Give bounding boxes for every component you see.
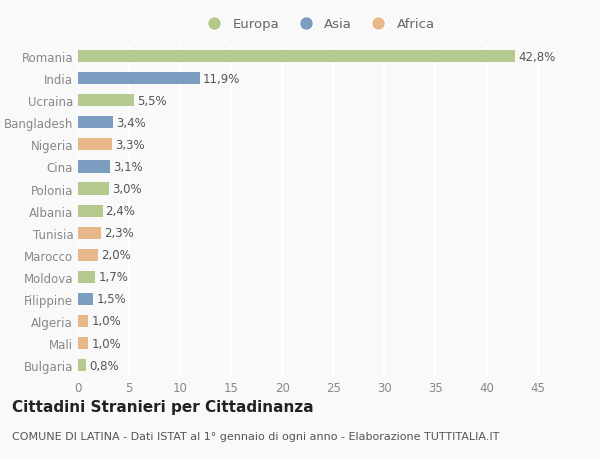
Bar: [78, 293, 94, 305]
Bar: [78, 117, 113, 129]
Bar: [78, 227, 101, 239]
Bar: [78, 359, 86, 371]
Text: 1,7%: 1,7%: [98, 271, 128, 284]
Bar: [78, 249, 98, 261]
Text: 1,0%: 1,0%: [91, 337, 121, 350]
Text: 5,5%: 5,5%: [137, 95, 167, 107]
Text: 1,5%: 1,5%: [97, 293, 126, 306]
Text: 2,0%: 2,0%: [101, 249, 131, 262]
Text: 42,8%: 42,8%: [518, 50, 556, 63]
Text: 3,3%: 3,3%: [115, 139, 145, 151]
Bar: [78, 95, 134, 107]
Bar: [78, 271, 95, 283]
Text: 1,0%: 1,0%: [91, 315, 121, 328]
Text: 2,4%: 2,4%: [106, 205, 136, 218]
Bar: [78, 161, 110, 173]
Bar: [78, 139, 112, 151]
Text: Cittadini Stranieri per Cittadinanza: Cittadini Stranieri per Cittadinanza: [12, 399, 314, 414]
Bar: [78, 337, 88, 349]
Text: 3,0%: 3,0%: [112, 183, 142, 196]
Text: 11,9%: 11,9%: [203, 73, 240, 85]
Bar: [78, 183, 109, 195]
Text: 0,8%: 0,8%: [89, 359, 119, 372]
Text: COMUNE DI LATINA - Dati ISTAT al 1° gennaio di ogni anno - Elaborazione TUTTITAL: COMUNE DI LATINA - Dati ISTAT al 1° genn…: [12, 431, 499, 442]
Bar: [78, 73, 200, 85]
Text: 3,4%: 3,4%: [116, 117, 146, 129]
Text: 2,3%: 2,3%: [104, 227, 134, 240]
Bar: [78, 205, 103, 217]
Bar: [78, 51, 515, 63]
Legend: Europa, Asia, Africa: Europa, Asia, Africa: [196, 13, 440, 36]
Bar: [78, 315, 88, 327]
Text: 3,1%: 3,1%: [113, 161, 142, 174]
